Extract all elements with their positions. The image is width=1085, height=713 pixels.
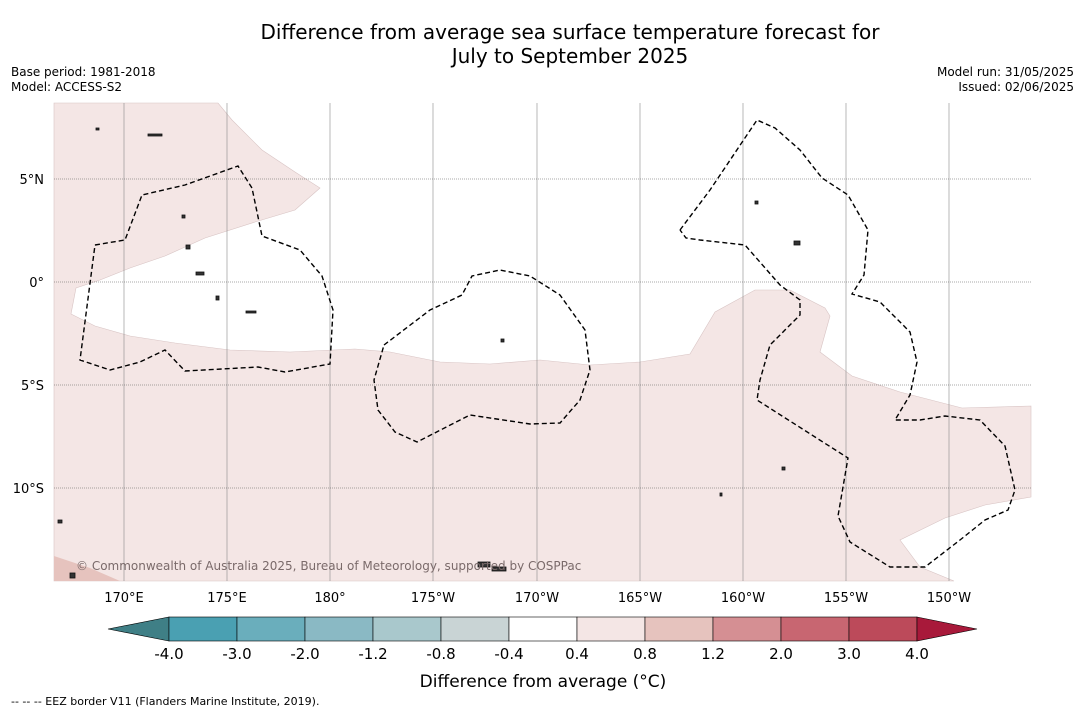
- colorbar-under-arrow: [107, 616, 170, 642]
- colorbar-swatch: [848, 616, 918, 642]
- eez-legend-note: -- -- -- EEZ border V11 (Flanders Marine…: [11, 695, 320, 708]
- colorbar-tick-label: -4.0: [154, 645, 183, 663]
- map-title: Difference from average sea surface temp…: [0, 20, 1085, 68]
- lat-label-5n: 5°N: [20, 173, 45, 188]
- lat-label-0: 0°: [29, 276, 44, 291]
- base-period: Base period: 1981-2018: [11, 65, 156, 79]
- eez-borders: [79, 119, 1016, 568]
- eez-border-kiribati-line: [679, 119, 1016, 568]
- lon-label-160w: 160°W: [721, 591, 765, 606]
- colorbar-swatch: [712, 616, 782, 642]
- lon-label-175w: 175°W: [411, 591, 455, 606]
- lon-label-155w: 155°W: [824, 591, 868, 606]
- lat-label-10s: 10°S: [13, 482, 44, 497]
- meta-right: Model run: 31/05/2025 Issued: 02/06/2025: [937, 65, 1074, 95]
- lon-label-165w: 165°W: [618, 591, 662, 606]
- colorbar-swatch: [644, 616, 714, 642]
- model-name: Model: ACCESS-S2: [11, 80, 123, 94]
- lon-label-170w: 170°W: [515, 591, 559, 606]
- lon-label-150w: 150°W: [927, 591, 971, 606]
- colorbar-tick-label: 0.8: [633, 645, 657, 663]
- colorbar-tick-label: -1.2: [358, 645, 387, 663]
- eez-border-kiribati-phoenix: [373, 269, 591, 443]
- meta-left: Base period: 1981-2018 Model: ACCESS-S2: [11, 65, 156, 95]
- model-run: Model run: 31/05/2025: [936, 65, 1074, 79]
- colorbar-swatch: [576, 616, 646, 642]
- colorbar: -4.0 -3.0 -2.0 -1.2 -0.8 -0.4 0.4 0.8 1.2 2.0 3.0 4…: [107, 616, 978, 663]
- colorbar-swatch: [780, 616, 850, 642]
- colorbar-tick-label: 0.4: [565, 645, 589, 663]
- lon-label-175e: 175°E: [207, 591, 247, 606]
- eez-border-kiribati-gilbert: [79, 165, 334, 373]
- issued-date: Issued: 02/06/2025: [958, 80, 1074, 94]
- colorbar-tick-label: 4.0: [905, 645, 929, 663]
- title-line-1: Difference from average sea surface temp…: [260, 20, 880, 44]
- colorbar-tick-label: -3.0: [222, 645, 251, 663]
- lat-label-5s: 5°S: [21, 379, 44, 394]
- colorbar-swatch: [304, 616, 374, 642]
- map-gridlines-lat: [54, 178, 1031, 489]
- colorbar-tick-label: 3.0: [837, 645, 861, 663]
- colorbar-tick-label: -2.0: [290, 645, 319, 663]
- colorbar-label: Difference from average (°C): [420, 672, 667, 692]
- colorbar-over-arrow: [916, 616, 978, 642]
- map-gridlines: [123, 103, 950, 581]
- colorbar-swatch: [168, 616, 238, 642]
- colorbar-tick-label: -0.8: [426, 645, 455, 663]
- colorbar-tick-label: 2.0: [769, 645, 793, 663]
- colorbar-swatch: [440, 616, 510, 642]
- colorbar-swatch: [508, 616, 578, 642]
- colorbar-swatch: [236, 616, 306, 642]
- warm-anomaly-region: [53, 102, 1032, 582]
- lon-label-170e: 170°E: [104, 591, 144, 606]
- lon-label-180: 180°: [314, 591, 345, 606]
- colorbar-swatch: [372, 616, 442, 642]
- title-line-2: July to September 2025: [451, 44, 689, 68]
- islands: [57, 127, 801, 579]
- colorbar-tick-label: -0.4: [494, 645, 523, 663]
- colorbar-tick-label: 1.2: [701, 645, 725, 663]
- copyright-notice: © Commonwealth of Australia 2025, Bureau…: [76, 559, 581, 573]
